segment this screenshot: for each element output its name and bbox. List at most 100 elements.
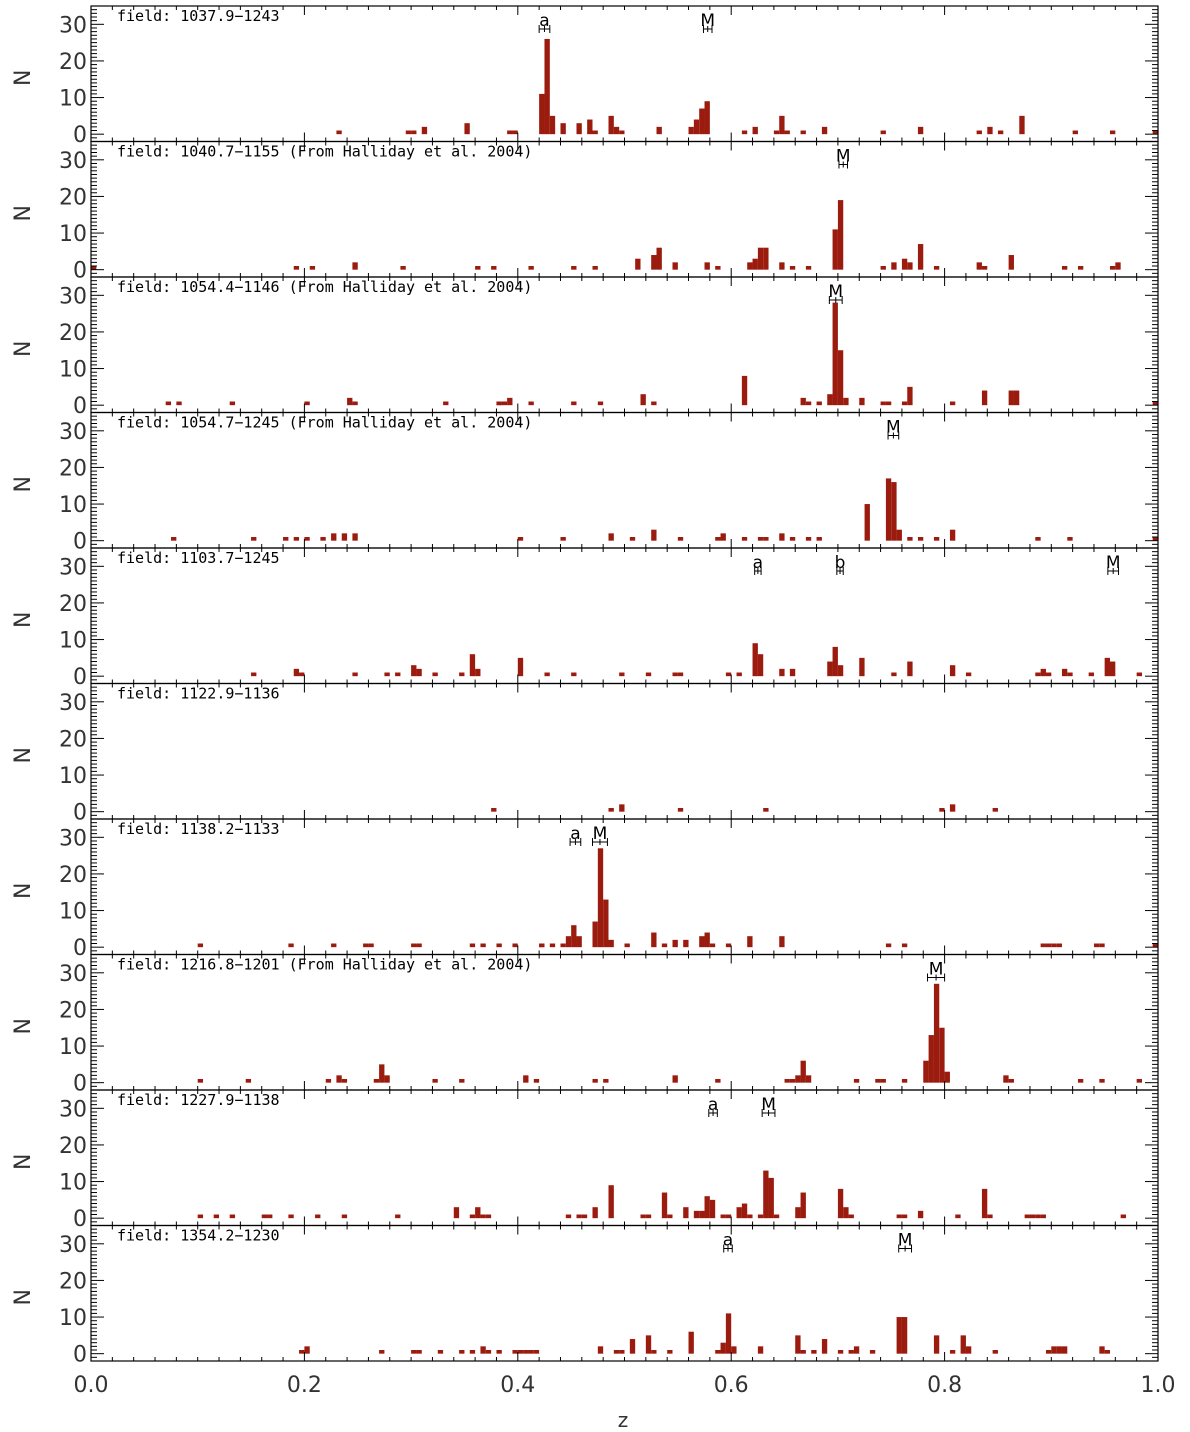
histogram-bar [1035, 672, 1041, 677]
histogram-bar [779, 668, 785, 677]
histogram-bar [560, 537, 566, 541]
x-tick-marks [90, 683, 1159, 819]
y-tick-label: 30 [59, 691, 87, 716]
histogram-bar [341, 533, 348, 541]
histogram-bar [1077, 1079, 1084, 1083]
histogram-bar [411, 1350, 417, 1354]
histogram-bar [651, 1350, 657, 1354]
histogram-bar [741, 375, 748, 406]
x-tick-marks [90, 1225, 1159, 1361]
histogram-bar [1109, 661, 1116, 677]
histogram-bar [747, 936, 753, 948]
histogram-bar [1056, 1346, 1062, 1354]
histogram-bar [1040, 668, 1046, 677]
histogram-bar [837, 1188, 844, 1219]
marker-label: a [753, 553, 763, 573]
histogram-bar [859, 657, 865, 677]
y-tick-marks [91, 818, 1158, 955]
y-axis-label: N [11, 612, 36, 628]
histogram-bar [592, 1079, 598, 1083]
histogram-bar [837, 200, 844, 270]
histogram-bar [603, 1079, 609, 1083]
y-tick-label: 30 [59, 284, 87, 309]
histogram-bar [869, 1350, 876, 1354]
histogram-bar [795, 1335, 801, 1354]
panel-title: field: 1037.9−1243 [117, 7, 280, 25]
histogram-bar [923, 1060, 929, 1083]
histogram-bar [907, 537, 913, 541]
histogram-bar [987, 126, 993, 135]
histogram-bar [976, 130, 982, 135]
histogram-bar [949, 804, 956, 812]
histogram-bar [592, 130, 598, 135]
histogram-bar [800, 1060, 806, 1083]
histogram-bar [587, 119, 593, 135]
histogram-bar [459, 1350, 465, 1354]
marker-label: M [593, 824, 608, 844]
histogram-bar [1093, 943, 1100, 948]
x-axis-label: z [618, 1408, 629, 1432]
histogram-bar [949, 529, 956, 541]
histogram-bar [619, 804, 625, 812]
panel-frame [90, 140, 1159, 278]
y-axis-label: N [11, 883, 36, 899]
histogram-bar [1045, 672, 1052, 677]
histogram-bar [704, 262, 710, 270]
histogram-bar [1008, 255, 1014, 270]
y-tick-label: 10 [59, 1035, 87, 1060]
histogram-bar [725, 943, 732, 948]
histogram-bar [384, 1075, 390, 1083]
marker-label: a [570, 824, 580, 844]
panel-title: field: 1216.8−1201 (From Halliday et al.… [117, 956, 532, 974]
y-tick-label: 0 [73, 259, 87, 284]
x-tick-marks [90, 548, 1159, 684]
histogram-bar [821, 1339, 828, 1354]
histogram-bar [832, 646, 838, 677]
histogram-bar [816, 401, 822, 406]
histogram-bar [853, 1346, 860, 1354]
panel-title: field: 1103.7−1245 [117, 549, 280, 567]
histogram-bar [251, 537, 257, 541]
y-tick-label: 30 [59, 826, 87, 851]
histogram-bar [608, 115, 614, 135]
histogram-bar [1061, 1346, 1068, 1354]
histogram-bar [512, 130, 518, 135]
panel-title: field: 1227.9−1138 [117, 1091, 280, 1109]
histogram-bar [523, 1350, 529, 1354]
histogram-bar [384, 672, 390, 677]
histogram-bar [1152, 130, 1158, 135]
histogram-bar [656, 247, 662, 270]
histogram-bar [325, 1079, 332, 1083]
histogram-bar [576, 1214, 582, 1219]
panel-title: field: 1354.2−1230 [117, 1227, 280, 1245]
histogram-bar [437, 1350, 444, 1354]
y-tick-label: 30 [59, 149, 87, 174]
histogram-bar [779, 936, 785, 948]
histogram-bar [565, 1214, 572, 1219]
x-tick-marks [90, 412, 1159, 548]
histogram-bar [197, 1079, 204, 1083]
histogram-bar [528, 401, 534, 406]
histogram-bar [1136, 672, 1142, 677]
histogram-bar [955, 1214, 961, 1219]
histogram-bar [901, 258, 908, 270]
histogram-bar [805, 1075, 812, 1083]
histogram-bar [571, 672, 577, 677]
histogram-bar [848, 1350, 854, 1354]
histogram-bar [283, 537, 289, 541]
histogram-bar [331, 533, 337, 541]
y-tick-marks [91, 547, 1158, 684]
panel-frame [90, 5, 1159, 143]
histogram-bars [491, 804, 998, 812]
histogram-bar [640, 394, 646, 406]
histogram-bar [693, 119, 700, 135]
histogram-bar [1040, 1214, 1046, 1219]
panel-frame [90, 682, 1159, 820]
histogram-bar [405, 130, 412, 135]
histogram-bar [928, 1035, 934, 1083]
